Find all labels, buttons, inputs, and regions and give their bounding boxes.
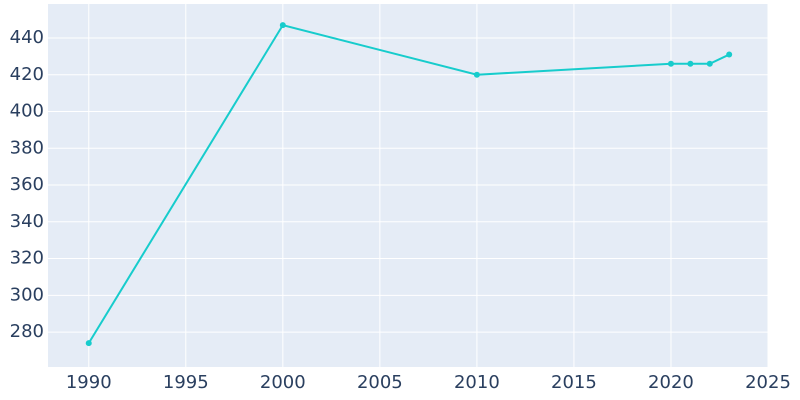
data-point <box>687 60 694 67</box>
x-tick-label: 2000 <box>260 372 306 393</box>
x-tick-label: 1995 <box>163 372 209 393</box>
y-tick-label: 340 <box>10 211 44 232</box>
data-point <box>85 340 92 347</box>
data-point <box>706 60 713 67</box>
x-tick-label: 2015 <box>551 372 597 393</box>
data-point <box>726 51 733 58</box>
y-tick-label: 280 <box>10 321 44 342</box>
x-tick-label: 1990 <box>66 372 112 393</box>
x-tick-label: 2025 <box>745 372 791 393</box>
y-tick-label: 440 <box>10 27 44 48</box>
y-tick-label: 380 <box>10 137 44 158</box>
y-tick-label: 400 <box>10 101 44 122</box>
y-tick-label: 300 <box>10 284 44 305</box>
x-tick-label: 2020 <box>648 372 694 393</box>
data-point <box>473 71 480 78</box>
x-tick-label: 2005 <box>357 372 403 393</box>
y-tick-label: 360 <box>10 174 44 195</box>
y-tick-label: 420 <box>10 64 44 85</box>
data-point <box>667 60 674 67</box>
data-point <box>279 22 286 29</box>
y-tick-label: 320 <box>10 248 44 269</box>
x-tick-label: 2010 <box>454 372 500 393</box>
